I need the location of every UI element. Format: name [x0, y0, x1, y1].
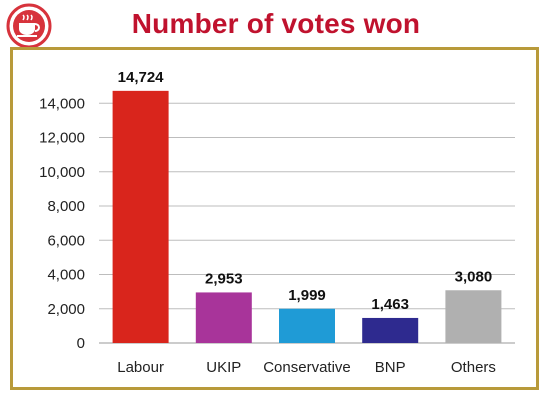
x-category-label: Labour [117, 359, 164, 376]
y-tick-label: 2,000 [47, 301, 85, 318]
y-tick-label: 12,000 [39, 130, 85, 147]
bar [279, 308, 335, 343]
y-tick-label: 10,000 [39, 164, 85, 181]
data-label: 3,080 [455, 268, 493, 285]
data-label: 2,953 [205, 270, 243, 287]
x-category-label: UKIP [206, 359, 241, 376]
x-category-label: Conservative [263, 359, 351, 376]
y-tick-label: 6,000 [47, 232, 85, 249]
y-tick-label: 4,000 [47, 267, 85, 284]
teacup-logo-icon [6, 3, 52, 49]
y-tick-label: 8,000 [47, 198, 85, 215]
bar [112, 90, 169, 343]
chart-title: Number of votes won [131, 8, 421, 39]
data-label: 1,999 [288, 287, 326, 304]
x-category-label: Others [451, 359, 496, 376]
y-tick-label: 14,000 [39, 95, 85, 112]
x-category-label: BNP [375, 359, 406, 376]
y-tick-label: 0 [77, 335, 85, 352]
data-label: 1,463 [371, 296, 409, 313]
data-label: 14,724 [118, 69, 165, 86]
bar-chart: 0 2,000 4,000 6,000 8,000 10,000 12,000 14,000 1… [39, 69, 515, 376]
bar [362, 317, 419, 343]
chart-frame: 0 2,000 4,000 6,000 8,000 10,000 12,000 14,000 1… [10, 47, 539, 390]
bar [445, 290, 502, 343]
bar [195, 292, 252, 343]
